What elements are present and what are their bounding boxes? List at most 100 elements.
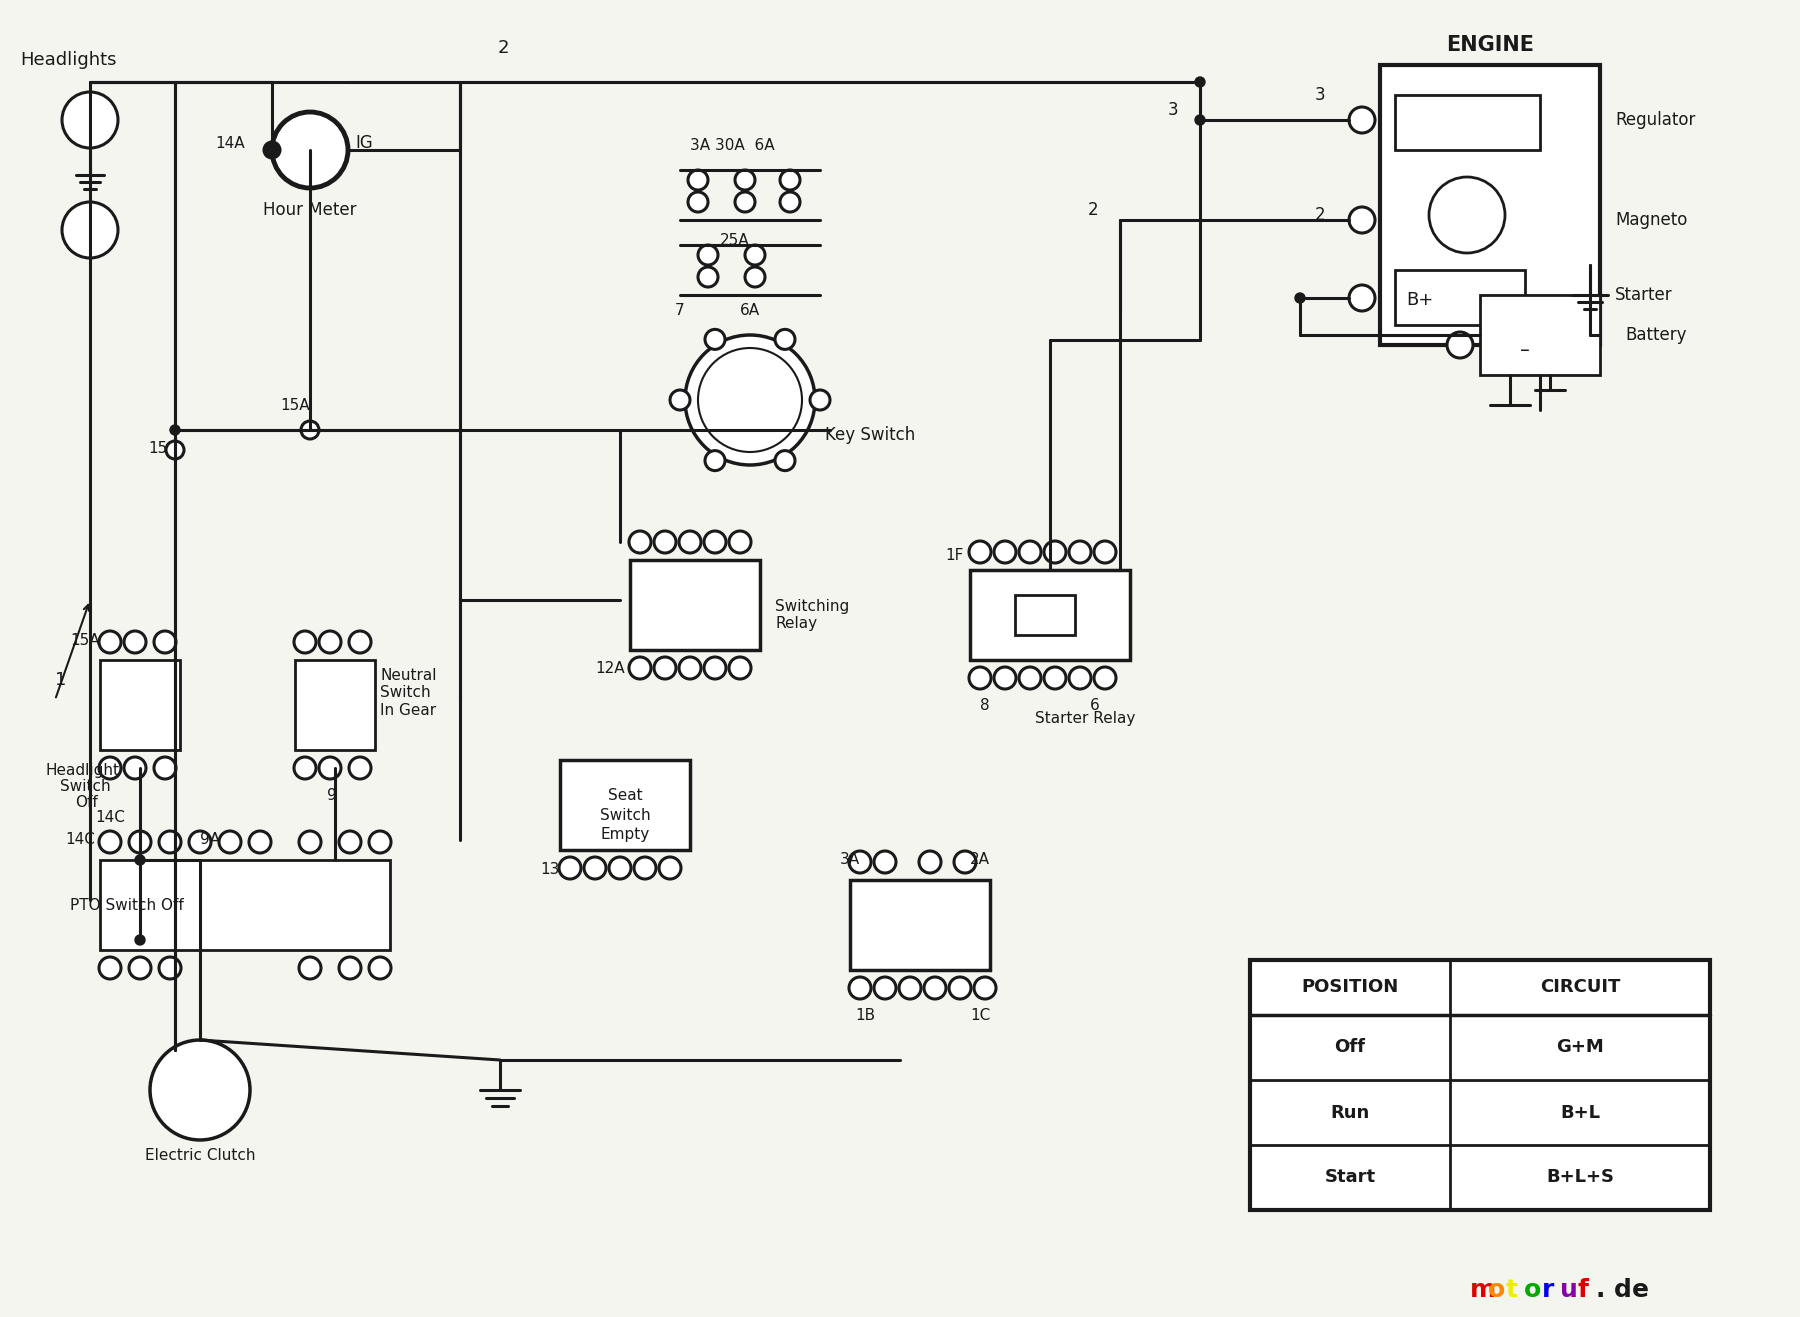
Text: 2: 2 [1087,202,1098,219]
Text: 15A: 15A [70,632,99,648]
Circle shape [189,831,211,853]
Circle shape [734,192,754,212]
Bar [1395,270,1525,325]
Circle shape [779,192,799,212]
Circle shape [688,192,707,212]
Circle shape [158,957,182,979]
Circle shape [1069,541,1091,562]
Circle shape [349,757,371,778]
Circle shape [130,957,151,979]
Circle shape [653,657,677,680]
Circle shape [61,202,119,258]
Bar [970,570,1130,660]
Circle shape [155,631,176,653]
Bar [1480,295,1600,375]
Circle shape [1447,332,1472,358]
Circle shape [686,335,815,465]
Circle shape [994,541,1015,562]
Bar [101,660,180,749]
Text: Switch: Switch [599,807,650,823]
Circle shape [875,977,896,1000]
Circle shape [338,957,362,979]
Circle shape [158,831,182,853]
Bar [630,560,760,651]
Circle shape [135,855,146,865]
Circle shape [166,441,184,460]
Circle shape [688,170,707,190]
Text: t: t [1507,1277,1517,1303]
Text: d: d [1615,1277,1633,1303]
Text: ENGINE: ENGINE [1445,36,1534,55]
Circle shape [898,977,922,1000]
Circle shape [670,390,689,410]
Text: Empty: Empty [601,827,650,843]
Circle shape [149,1040,250,1141]
Circle shape [1044,541,1066,562]
Text: 3: 3 [1316,86,1325,104]
Circle shape [135,935,146,946]
Circle shape [1195,115,1204,125]
Text: 12A: 12A [596,661,625,676]
Circle shape [850,851,871,873]
Text: Starter Relay: Starter Relay [1035,710,1136,726]
Circle shape [130,831,151,853]
Circle shape [1094,541,1116,562]
Circle shape [776,450,796,470]
Text: 9A: 9A [200,832,220,848]
Circle shape [1429,176,1505,253]
Circle shape [124,631,146,653]
Text: Switching
Relay: Switching Relay [776,599,850,631]
Text: m: m [1471,1277,1496,1303]
Circle shape [608,857,632,878]
Circle shape [745,267,765,287]
Text: Neutral: Neutral [380,668,437,682]
Bar [1395,95,1541,150]
Circle shape [1094,666,1116,689]
Bar [1249,960,1710,1210]
Circle shape [704,657,725,680]
Text: 1F: 1F [945,548,963,562]
Text: 2: 2 [1316,205,1325,224]
Circle shape [299,831,320,853]
Text: Key Switch: Key Switch [824,425,914,444]
Text: u: u [1561,1277,1579,1303]
Circle shape [369,831,391,853]
Circle shape [1348,284,1375,311]
Circle shape [923,977,947,1000]
Circle shape [338,831,362,853]
Text: 15: 15 [148,440,167,456]
Circle shape [850,977,871,1000]
Circle shape [1019,541,1040,562]
Text: Run: Run [1330,1104,1370,1122]
Circle shape [248,831,272,853]
Circle shape [155,757,176,778]
Text: 15A: 15A [281,398,310,412]
Circle shape [1348,107,1375,133]
Circle shape [949,977,970,1000]
Circle shape [704,531,725,553]
Bar [1015,595,1075,635]
Circle shape [920,851,941,873]
Circle shape [653,531,677,553]
Circle shape [734,170,754,190]
Circle shape [698,348,803,452]
Circle shape [265,142,281,158]
Circle shape [124,757,146,778]
Circle shape [974,977,995,1000]
Bar [295,660,374,749]
Text: Off: Off [76,794,97,810]
Text: IG: IG [355,134,373,151]
Circle shape [301,421,319,439]
Text: 1C: 1C [970,1008,990,1022]
Text: .: . [1597,1277,1606,1303]
Circle shape [1044,666,1066,689]
Text: 14C: 14C [95,810,124,826]
Text: B+: B+ [1406,291,1433,309]
Circle shape [220,831,241,853]
Text: 6: 6 [1091,698,1100,712]
Text: Switch: Switch [380,685,430,699]
Circle shape [810,390,830,410]
Text: 3: 3 [1168,101,1179,119]
Text: Regulator: Regulator [1615,111,1696,129]
Text: 8: 8 [979,698,990,712]
